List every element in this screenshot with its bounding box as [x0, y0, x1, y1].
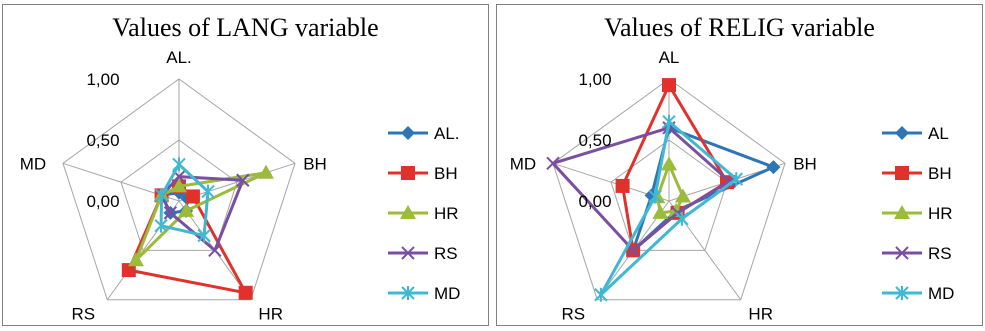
axis-label: HR: [748, 305, 773, 324]
legend-label: AL: [928, 124, 949, 143]
legend-marker: [401, 126, 415, 140]
series-marker: [208, 243, 222, 258]
tick-label: 0,00: [578, 192, 611, 211]
chart-panel-relig: Values of RELIG variable AL BH HR RS MD 0,00 0…: [496, 4, 983, 326]
legend-label: BH: [928, 164, 952, 183]
grid-ring: [552, 78, 786, 301]
series-marker: [662, 78, 676, 93]
series-marker: [197, 228, 211, 243]
series-marker: [154, 218, 168, 233]
series-marker: [236, 173, 250, 187]
legend-marker: [895, 126, 909, 140]
series-marker: [172, 157, 186, 172]
series-marker: [766, 160, 781, 175]
chart-title: Values of LANG variable: [112, 13, 379, 42]
legend-label: MD: [928, 284, 954, 303]
axis-label: RS: [71, 305, 95, 324]
axis-label: AL.: [166, 48, 192, 67]
grid-ring: [610, 139, 728, 251]
tick-label: 0,50: [86, 131, 119, 150]
axis-label: AL: [659, 48, 680, 67]
series-marker: [154, 188, 169, 203]
series-marker: [546, 156, 560, 171]
series-4: [594, 114, 744, 302]
tick-label: 1,00: [578, 70, 611, 89]
legend-marker: [895, 246, 909, 260]
series-marker: [258, 164, 275, 179]
series-marker: [201, 184, 215, 199]
series-marker: [238, 285, 253, 300]
legend: AL. BH HR RS MD: [388, 124, 460, 303]
legend-label: RS: [434, 244, 458, 263]
legend-marker: [400, 205, 416, 219]
series-marker: [661, 156, 677, 171]
series-marker: [171, 178, 187, 193]
series-marker: [674, 188, 691, 203]
legend-marker: [401, 286, 415, 300]
series-marker: [127, 252, 144, 267]
series-1: [121, 179, 253, 300]
chart-panel-lang: Values of LANG variable AL. BH HR RS MD 0,00 0…: [2, 4, 489, 326]
series-marker: [185, 189, 200, 204]
legend-marker: [401, 166, 415, 180]
radar-chart-relig: AL BH HR RS MD 0,00 0,50 1,00 AL BH HR RS MD: [510, 48, 955, 324]
tick-label: 0,00: [86, 192, 119, 211]
tick-label: 0,50: [578, 131, 611, 150]
legend-marker: [894, 205, 910, 219]
legend: AL BH HR RS MD: [882, 124, 954, 303]
grid-ring: [62, 78, 296, 301]
series-marker: [615, 178, 630, 193]
axis-label: MD: [510, 154, 536, 173]
series-line: [655, 162, 685, 215]
series-marker: [648, 189, 662, 204]
series-marker: [668, 202, 685, 217]
series-marker: [644, 188, 659, 203]
series-4: [154, 157, 215, 243]
legend-label: MD: [434, 284, 460, 303]
tick-label: 1,00: [86, 70, 119, 89]
series-line: [551, 126, 731, 252]
axis-label: BH: [793, 154, 817, 173]
legend-label: HR: [434, 204, 459, 223]
legend-label: BH: [434, 164, 458, 183]
axis-label: BH: [303, 154, 327, 173]
series-marker: [163, 206, 178, 220]
series-marker: [178, 202, 195, 217]
series-marker: [121, 263, 136, 278]
series-marker: [675, 211, 689, 226]
legend-label: HR: [928, 204, 953, 223]
legend-label: AL.: [434, 124, 460, 143]
radar-chart-lang: AL. BH HR RS MD 0,00 0,50 1,00 AL. BH HR RS MD: [20, 48, 461, 324]
axis-label: MD: [20, 154, 46, 173]
radar-grid: [552, 78, 786, 301]
grid-ring: [120, 139, 238, 251]
legend-marker: [895, 286, 909, 300]
legend-marker: [401, 246, 415, 260]
axis-label: HR: [258, 305, 283, 324]
series-2: [127, 164, 275, 267]
series-marker: [652, 204, 669, 219]
axis-label: RS: [561, 305, 585, 324]
series-line: [599, 120, 738, 297]
legend-marker: [895, 166, 909, 180]
legend-label: RS: [928, 244, 952, 263]
series-marker: [662, 114, 676, 129]
series-marker: [729, 172, 744, 187]
chart-title: Values of RELIG variable: [604, 13, 875, 42]
series-marker: [594, 287, 608, 302]
